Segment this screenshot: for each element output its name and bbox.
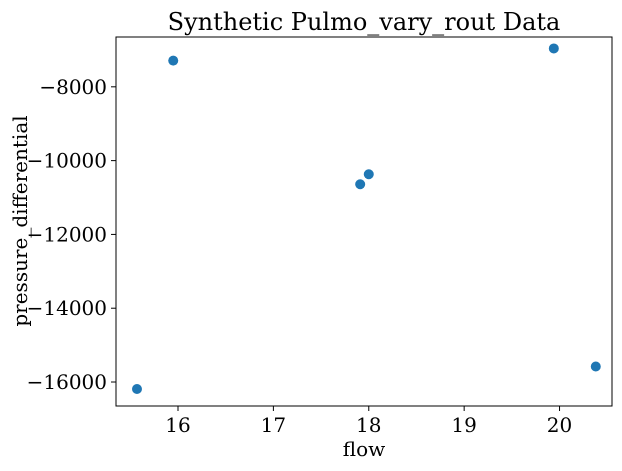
y-tick-label: −8000	[39, 75, 107, 99]
plot-frame	[115, 36, 613, 407]
x-axis: 16 17 18 19 20	[165, 406, 572, 437]
x-tick-label: 19	[451, 413, 476, 437]
data-point	[548, 43, 559, 54]
data-point	[363, 169, 374, 180]
y-tick-label: −12000	[27, 222, 107, 246]
y-tick-label: −16000	[27, 370, 107, 394]
x-tick-label: 16	[165, 413, 190, 437]
data-points	[131, 43, 601, 395]
x-tick-label: 17	[261, 413, 286, 437]
x-axis-label: flow	[343, 437, 386, 461]
y-tick-label: −14000	[27, 296, 107, 320]
data-point	[590, 361, 601, 372]
data-point	[131, 384, 142, 395]
x-tick-label: 18	[356, 413, 381, 437]
chart-title: Synthetic Pulmo_vary_rout Data	[168, 8, 561, 36]
x-tick-label: 20	[547, 413, 572, 437]
y-tick-label: −10000	[27, 149, 107, 173]
data-point	[355, 179, 366, 190]
y-axis: −8000 −10000 −12000 −14000 −16000	[27, 75, 116, 394]
plot-area	[115, 36, 613, 407]
data-point	[168, 55, 179, 66]
y-axis-label: pressure_differential	[8, 115, 32, 326]
